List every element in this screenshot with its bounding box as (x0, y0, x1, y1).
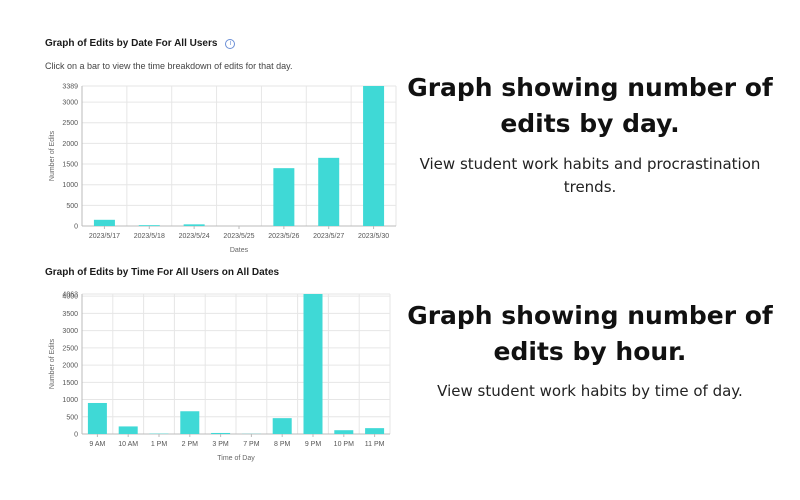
x-axis-title: Time of Day (217, 455, 255, 462)
y-tick-label: 0 (74, 432, 78, 439)
x-axis-title: Dates (230, 247, 249, 254)
y-tick-label: 2000 (62, 141, 78, 148)
y-tick-label: 4000 (62, 294, 78, 301)
bar-2-pm (180, 411, 200, 434)
bar-9-am (87, 402, 107, 434)
x-tick-label: 7 PM (243, 441, 260, 448)
bar-10-am (118, 426, 138, 434)
x-tick-label: 2023/5/30 (358, 233, 389, 240)
y-tick-label: 3000 (62, 100, 78, 107)
y-tick-label: 1500 (62, 162, 78, 169)
x-tick-label: 10 PM (334, 441, 354, 448)
y-tick-label: 3500 (62, 311, 78, 318)
y-tick-label: 0 (74, 224, 78, 231)
bar-2023-5-17[interactable] (93, 219, 115, 226)
info-icon[interactable]: i (225, 39, 236, 49)
y-tick-label: 2500 (62, 120, 78, 127)
y-axis-title: Number of Edits (49, 130, 56, 181)
x-tick-label: 2 PM (182, 441, 199, 448)
x-tick-label: 2023/5/25 (223, 233, 254, 240)
x-tick-label: 2023/5/27 (313, 233, 344, 240)
bar-2023-5-18[interactable] (138, 225, 160, 226)
bar-2023-5-30[interactable] (363, 86, 385, 226)
x-tick-label: 2023/5/24 (179, 233, 210, 240)
bar-3-pm (211, 432, 231, 434)
y-tick-label: 3389 (62, 84, 78, 91)
y-axis-title: Number of Edits (49, 338, 56, 389)
y-tick-label: 2500 (62, 345, 78, 352)
hourly-edits-heading: Graph showing number of edits by hour. (407, 301, 773, 366)
y-tick-label: 2000 (62, 363, 78, 370)
date-chart-instructions: Click on a bar to view the time breakdow… (45, 61, 293, 71)
bar-11-pm (365, 428, 385, 434)
x-tick-label: 9 PM (305, 441, 322, 448)
x-tick-label: 10 AM (118, 441, 138, 448)
date-chart-title-text: Graph of Edits by Date For All Users (45, 38, 218, 49)
y-tick-label: 3000 (62, 328, 78, 335)
daily-edits-description: View student work habits and procrastina… (419, 155, 761, 196)
x-tick-label: 2023/5/17 (89, 233, 120, 240)
x-tick-label: 8 PM (274, 441, 291, 448)
y-tick-label: 1000 (62, 182, 78, 189)
y-tick-label: 4063 (62, 292, 78, 299)
bar-10-pm (334, 430, 354, 434)
bar-9-pm (303, 294, 323, 434)
time-chart-title: Graph of Edits by Time For All Users on … (45, 267, 280, 278)
x-tick-label: 1 PM (151, 441, 168, 448)
x-tick-label: 11 PM (365, 441, 385, 448)
x-tick-label: 2023/5/18 (134, 233, 165, 240)
daily-edits-heading: Graph showing number of edits by day. (407, 73, 773, 138)
x-tick-label: 9 AM (89, 441, 105, 448)
bar-2023-5-26[interactable] (273, 168, 295, 226)
hourly-edits-description: View student work habits by time of day. (437, 382, 743, 400)
x-tick-label: 3 PM (212, 441, 229, 448)
y-tick-label: 500 (66, 414, 78, 421)
y-tick-label: 1000 (62, 397, 78, 404)
x-tick-label: 2023/5/26 (268, 233, 299, 240)
date-chart-title: Graph of Edits by Date For All Users i (45, 38, 236, 49)
bar-8-pm (272, 418, 292, 434)
y-tick-label: 500 (66, 203, 78, 210)
bar-2023-5-24[interactable] (183, 224, 205, 226)
edits-by-date-chart: 0 500 1000 1500 2000 2500 3000 3389 2023/5/17 202… (49, 84, 397, 254)
bar-2023-5-27[interactable] (318, 157, 340, 226)
y-tick-label: 1500 (62, 380, 78, 387)
